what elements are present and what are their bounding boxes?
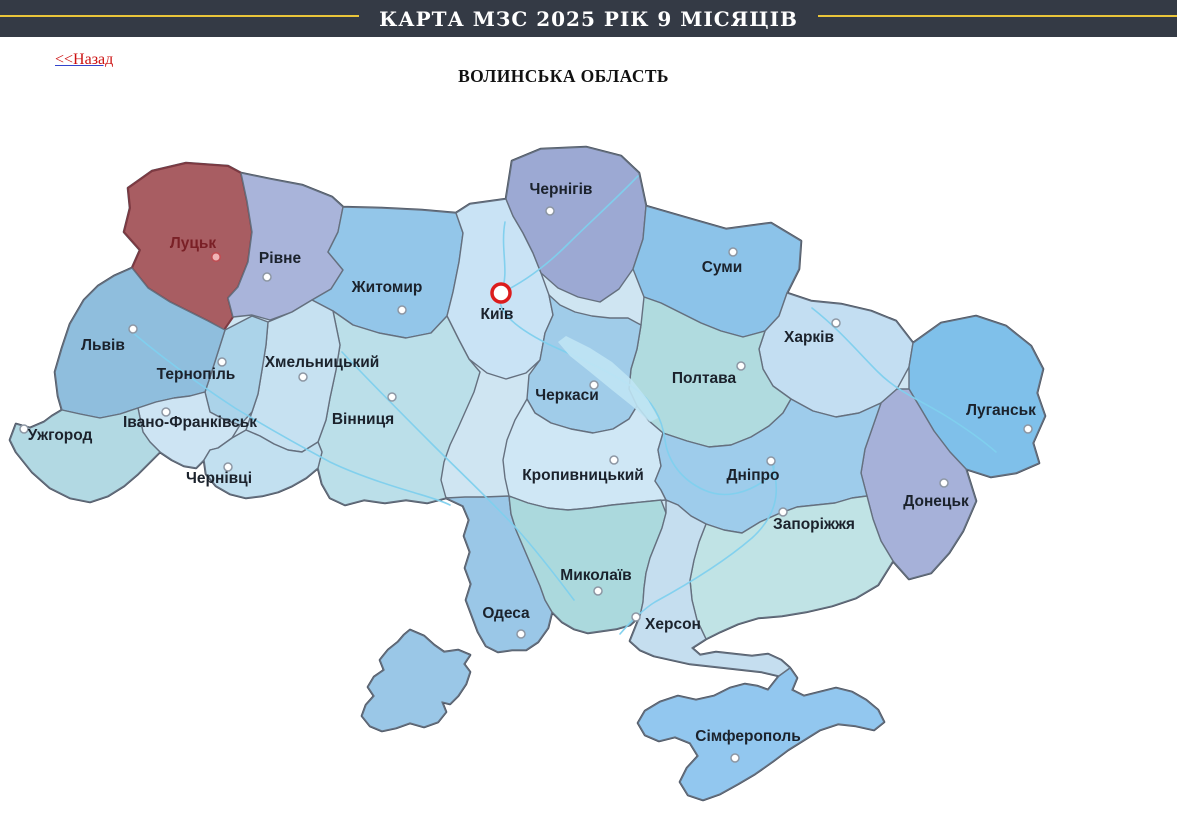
city-dot-rivne [262, 272, 272, 282]
city-dot-crimea [730, 753, 740, 763]
page-title: ВОЛИНСЬКА ОБЛАСТЬ [458, 66, 669, 86]
city-dot-lviv [128, 324, 138, 334]
city-dot-ternopil [217, 357, 227, 367]
page-header-title: КАРТА МЗС 2025 РІК 9 МІСЯЦІВ [359, 6, 818, 31]
oblast-regions [9, 146, 1046, 801]
city-dot-cherkasy [589, 380, 599, 390]
city-dot-kropyvnytskyi [609, 455, 619, 465]
region-uzhhorod[interactable] [9, 407, 161, 503]
city-dot-kherson [631, 612, 641, 622]
city-dot-zhytomyr [397, 305, 407, 315]
city-dot-uzhhorod [19, 424, 29, 434]
city-dot-zaporizhzhia [778, 507, 788, 517]
city-dot-mykolaiv [593, 586, 603, 596]
city-dot-kharkiv [831, 318, 841, 328]
city-dot-khmelnytskyi [298, 372, 308, 382]
southern-buh-river [341, 351, 575, 601]
city-dot-ivano_frankivsk [161, 407, 171, 417]
header-bar: КАРТА МЗС 2025 РІК 9 МІСЯЦІВ [0, 0, 1177, 37]
city-dot-poltava [736, 361, 746, 371]
city-dot-sumy [728, 247, 738, 257]
city-dot-chernihiv [545, 206, 555, 216]
city-markers [19, 206, 1033, 763]
city-dot-luhansk [1023, 424, 1033, 434]
header-title-wrap: КАРТА МЗС 2025 РІК 9 МІСЯЦІВ [0, 0, 1177, 37]
city-dot-donetsk [939, 478, 949, 488]
city-dot-volyn [211, 252, 221, 262]
siverskyi-donets-river [811, 307, 997, 453]
region-chernihiv[interactable] [505, 146, 647, 303]
city-dot-dnipro [766, 456, 776, 466]
city-dot-chernivtsi [223, 462, 233, 472]
desna-river [506, 175, 639, 291]
region-crimea[interactable] [637, 667, 885, 801]
region-chernivtsi[interactable] [203, 429, 323, 499]
city-dot-vinnytsia [387, 392, 397, 402]
capital-marker-kyiv [490, 282, 512, 304]
city-dot-odesa [516, 629, 526, 639]
back-link[interactable]: <<Назад [55, 51, 114, 68]
kremenchuk-reservoir [558, 336, 658, 422]
dniester-river [131, 331, 451, 506]
